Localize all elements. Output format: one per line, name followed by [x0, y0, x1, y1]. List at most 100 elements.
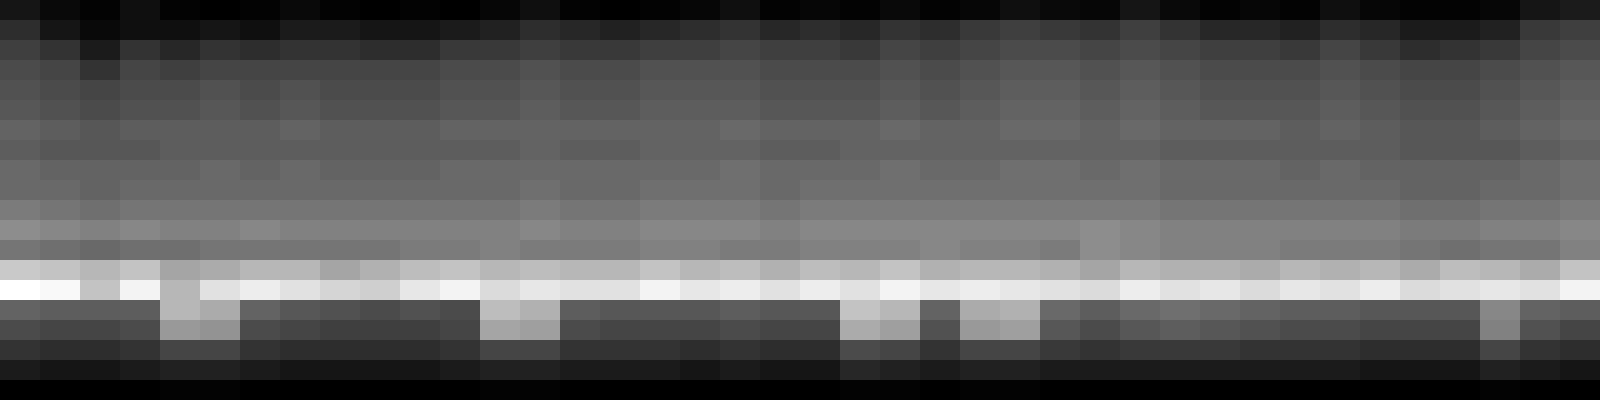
- heatmap-cell: [1480, 280, 1521, 301]
- heatmap-cell: [600, 40, 641, 61]
- heatmap-cell: [840, 240, 881, 261]
- heatmap-cell: [1360, 140, 1401, 161]
- heatmap-cell: [560, 360, 601, 381]
- heatmap-cell: [760, 320, 801, 341]
- heatmap-cell: [800, 380, 841, 400]
- heatmap-cell: [200, 140, 241, 161]
- heatmap-cell: [800, 300, 841, 321]
- heatmap-cell: [240, 40, 281, 61]
- heatmap-cell: [1440, 200, 1481, 221]
- heatmap-cell: [40, 220, 81, 241]
- heatmap-cell: [1040, 160, 1081, 181]
- heatmap-cell: [1240, 240, 1281, 261]
- heatmap-cell: [920, 160, 961, 181]
- heatmap-cell: [480, 220, 521, 241]
- heatmap-cell: [1200, 140, 1241, 161]
- heatmap-cell: [880, 60, 921, 81]
- heatmap-cell: [1120, 260, 1161, 281]
- heatmap-cell: [240, 20, 281, 41]
- heatmap-cell: [880, 80, 921, 101]
- heatmap-cell: [1520, 120, 1561, 141]
- heatmap-cell: [1480, 180, 1521, 201]
- heatmap-cell: [280, 0, 321, 21]
- heatmap-cell: [40, 380, 81, 400]
- heatmap-cell: [680, 80, 721, 101]
- heatmap-cell: [1240, 360, 1281, 381]
- heatmap-cell: [480, 100, 521, 121]
- heatmap-cell: [0, 200, 41, 221]
- heatmap-cell: [120, 280, 161, 301]
- heatmap-cell: [520, 300, 561, 321]
- heatmap-cell: [1320, 20, 1361, 41]
- heatmap-cell: [280, 320, 321, 341]
- heatmap-cell: [1080, 80, 1121, 101]
- heatmap-cell: [720, 240, 761, 261]
- heatmap-cell: [760, 260, 801, 281]
- heatmap-cell: [40, 320, 81, 341]
- heatmap-cell: [840, 360, 881, 381]
- heatmap-cell: [1120, 340, 1161, 361]
- heatmap-cell: [1200, 180, 1241, 201]
- heatmap-cell: [840, 260, 881, 281]
- heatmap-cell: [1240, 80, 1281, 101]
- heatmap-cell: [680, 60, 721, 81]
- heatmap-cell: [1080, 180, 1121, 201]
- heatmap-cell: [600, 20, 641, 41]
- heatmap-cell: [800, 360, 841, 381]
- heatmap-cell: [40, 180, 81, 201]
- heatmap-cell: [1440, 240, 1481, 261]
- heatmap-cell: [320, 20, 361, 41]
- heatmap-cell: [1120, 20, 1161, 41]
- heatmap-cell: [880, 380, 921, 400]
- heatmap-cell: [80, 100, 121, 121]
- heatmap-cell: [1280, 180, 1321, 201]
- heatmap-cell: [1120, 200, 1161, 221]
- heatmap-cell: [1520, 240, 1561, 261]
- heatmap-cell: [480, 260, 521, 281]
- heatmap-cell: [1000, 300, 1041, 321]
- heatmap-cell: [920, 200, 961, 221]
- heatmap-cell: [1200, 40, 1241, 61]
- heatmap-cell: [1400, 380, 1441, 400]
- heatmap-cell: [840, 340, 881, 361]
- heatmap-cell: [680, 300, 721, 321]
- heatmap-cell: [440, 100, 481, 121]
- heatmap-cell: [240, 100, 281, 121]
- heatmap-cell: [320, 360, 361, 381]
- heatmap-cell: [520, 240, 561, 261]
- heatmap-cell: [120, 320, 161, 341]
- heatmap-cell: [360, 60, 401, 81]
- heatmap-cell: [600, 380, 641, 400]
- heatmap-cell: [1240, 20, 1281, 41]
- heatmap-cell: [1240, 200, 1281, 221]
- heatmap-cell: [600, 300, 641, 321]
- heatmap-cell: [640, 60, 681, 81]
- heatmap-cell: [1400, 180, 1441, 201]
- heatmap-cell: [1040, 320, 1081, 341]
- heatmap-cell: [560, 320, 601, 341]
- heatmap-cell: [400, 40, 441, 61]
- heatmap-cell: [1400, 260, 1441, 281]
- heatmap-cell: [960, 380, 1001, 400]
- heatmap-cell: [120, 60, 161, 81]
- heatmap-cell: [680, 280, 721, 301]
- heatmap-cell: [480, 160, 521, 181]
- heatmap-cell: [1080, 360, 1121, 381]
- heatmap-cell: [0, 320, 41, 341]
- heatmap-cell: [1080, 260, 1121, 281]
- heatmap-cell: [40, 40, 81, 61]
- heatmap-cell: [560, 100, 601, 121]
- heatmap-cell: [320, 200, 361, 221]
- heatmap-cell: [1400, 100, 1441, 121]
- heatmap-cell: [360, 280, 401, 301]
- heatmap-cell: [1440, 180, 1481, 201]
- heatmap-cell: [1200, 240, 1241, 261]
- heatmap-cell: [1280, 40, 1321, 61]
- heatmap-cell: [240, 360, 281, 381]
- heatmap-cell: [280, 140, 321, 161]
- heatmap-cell: [1440, 60, 1481, 81]
- heatmap-cell: [1480, 300, 1521, 321]
- heatmap-cell: [120, 160, 161, 181]
- heatmap-cell: [920, 120, 961, 141]
- heatmap-cell: [1560, 280, 1600, 301]
